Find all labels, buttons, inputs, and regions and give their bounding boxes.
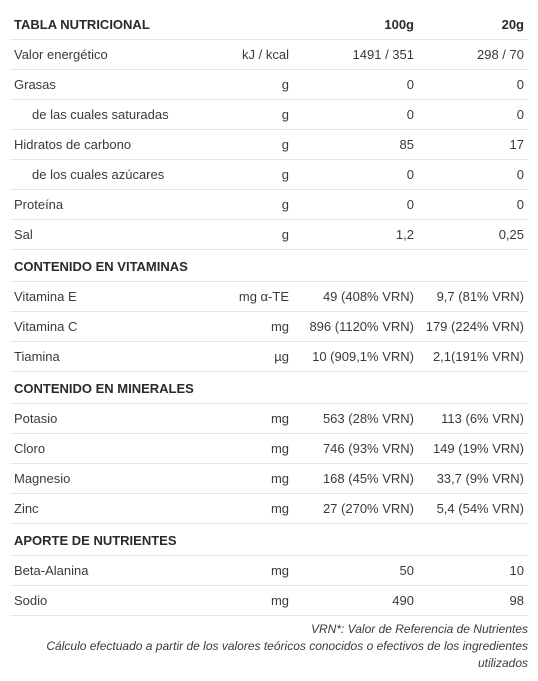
row-100g: 1,2 (293, 220, 418, 250)
row-100g: 563 (28% VRN) (293, 404, 418, 434)
nutrition-table: TABLA NUTRICIONAL 100g 20g Valor energét… (10, 10, 528, 616)
row-20g: 5,4 (54% VRN) (418, 494, 528, 524)
row-label: Sal (10, 220, 213, 250)
row-100g: 1491 / 351 (293, 40, 418, 70)
row-100g: 0 (293, 70, 418, 100)
header-unit (213, 10, 293, 40)
row-label: Tiamina (10, 342, 213, 372)
row-label: Cloro (10, 434, 213, 464)
row-unit: kJ / kcal (213, 40, 293, 70)
table-row: Sodiomg49098 (10, 586, 528, 616)
footnote-line1: VRN*: Valor de Referencia de Nutrientes (311, 622, 528, 636)
row-100g: 490 (293, 586, 418, 616)
row-100g: 27 (270% VRN) (293, 494, 418, 524)
row-20g: 2,1(191% VRN) (418, 342, 528, 372)
row-20g: 113 (6% VRN) (418, 404, 528, 434)
row-unit: mg (213, 312, 293, 342)
section-heading-row: APORTE DE NUTRIENTES (10, 524, 528, 556)
row-unit: g (213, 70, 293, 100)
row-100g: 10 (909,1% VRN) (293, 342, 418, 372)
row-20g: 17 (418, 130, 528, 160)
table-row: Vitamina Cmg896 (1120% VRN)179 (224% VRN… (10, 312, 528, 342)
row-label: Magnesio (10, 464, 213, 494)
table-row: Magnesiomg168 (45% VRN)33,7 (9% VRN) (10, 464, 528, 494)
row-label: Valor energético (10, 40, 213, 70)
row-100g: 0 (293, 190, 418, 220)
row-20g: 149 (19% VRN) (418, 434, 528, 464)
row-20g: 0 (418, 70, 528, 100)
row-label: Proteína (10, 190, 213, 220)
section-heading: APORTE DE NUTRIENTES (10, 524, 528, 556)
row-20g: 33,7 (9% VRN) (418, 464, 528, 494)
footnote: VRN*: Valor de Referencia de Nutrientes … (10, 616, 528, 671)
section-heading-row: CONTENIDO EN MINERALES (10, 372, 528, 404)
table-row: Beta-Alaninamg5010 (10, 556, 528, 586)
footnote-line2: Cálculo efectuado a partir de los valore… (46, 639, 528, 670)
row-label: Vitamina C (10, 312, 213, 342)
table-row: Vitamina Emg α-TE49 (408% VRN)9,7 (81% V… (10, 282, 528, 312)
row-unit: g (213, 220, 293, 250)
row-label: Hidratos de carbono (10, 130, 213, 160)
section-heading: CONTENIDO EN VITAMINAS (10, 250, 528, 282)
row-20g: 0 (418, 190, 528, 220)
row-100g: 50 (293, 556, 418, 586)
header-100g: 100g (293, 10, 418, 40)
row-label: Sodio (10, 586, 213, 616)
row-100g: 0 (293, 160, 418, 190)
row-unit: g (213, 100, 293, 130)
row-20g: 0,25 (418, 220, 528, 250)
row-20g: 0 (418, 160, 528, 190)
section-heading-row: CONTENIDO EN VITAMINAS (10, 250, 528, 282)
row-unit: mg α-TE (213, 282, 293, 312)
row-100g: 168 (45% VRN) (293, 464, 418, 494)
row-100g: 746 (93% VRN) (293, 434, 418, 464)
table-header-row: TABLA NUTRICIONAL 100g 20g (10, 10, 528, 40)
row-unit: mg (213, 464, 293, 494)
header-20g: 20g (418, 10, 528, 40)
row-label: Beta-Alanina (10, 556, 213, 586)
header-title: TABLA NUTRICIONAL (10, 10, 213, 40)
table-row: Proteínag00 (10, 190, 528, 220)
table-row: Potasiomg563 (28% VRN)113 (6% VRN) (10, 404, 528, 434)
row-unit: g (213, 190, 293, 220)
table-row: Valor energéticokJ / kcal1491 / 351298 /… (10, 40, 528, 70)
table-row: Cloromg746 (93% VRN)149 (19% VRN) (10, 434, 528, 464)
table-row: Hidratos de carbonog8517 (10, 130, 528, 160)
row-label: Potasio (10, 404, 213, 434)
row-20g: 10 (418, 556, 528, 586)
row-20g: 9,7 (81% VRN) (418, 282, 528, 312)
table-row: Tiaminaµg10 (909,1% VRN)2,1(191% VRN) (10, 342, 528, 372)
table-row: Salg1,20,25 (10, 220, 528, 250)
row-20g: 98 (418, 586, 528, 616)
row-unit: mg (213, 494, 293, 524)
row-100g: 49 (408% VRN) (293, 282, 418, 312)
row-100g: 85 (293, 130, 418, 160)
row-unit: mg (213, 404, 293, 434)
row-20g: 0 (418, 100, 528, 130)
row-label: Vitamina E (10, 282, 213, 312)
table-row: Zincmg27 (270% VRN)5,4 (54% VRN) (10, 494, 528, 524)
row-100g: 896 (1120% VRN) (293, 312, 418, 342)
row-100g: 0 (293, 100, 418, 130)
row-unit: µg (213, 342, 293, 372)
table-row: Grasasg00 (10, 70, 528, 100)
row-unit: g (213, 160, 293, 190)
row-unit: mg (213, 586, 293, 616)
row-unit: mg (213, 434, 293, 464)
row-label: Zinc (10, 494, 213, 524)
row-label: Grasas (10, 70, 213, 100)
table-row: de los cuales azúcaresg00 (10, 160, 528, 190)
row-label: de las cuales saturadas (10, 100, 213, 130)
row-unit: mg (213, 556, 293, 586)
section-heading: CONTENIDO EN MINERALES (10, 372, 528, 404)
row-label: de los cuales azúcares (10, 160, 213, 190)
row-20g: 179 (224% VRN) (418, 312, 528, 342)
row-unit: g (213, 130, 293, 160)
row-20g: 298 / 70 (418, 40, 528, 70)
table-row: de las cuales saturadasg00 (10, 100, 528, 130)
